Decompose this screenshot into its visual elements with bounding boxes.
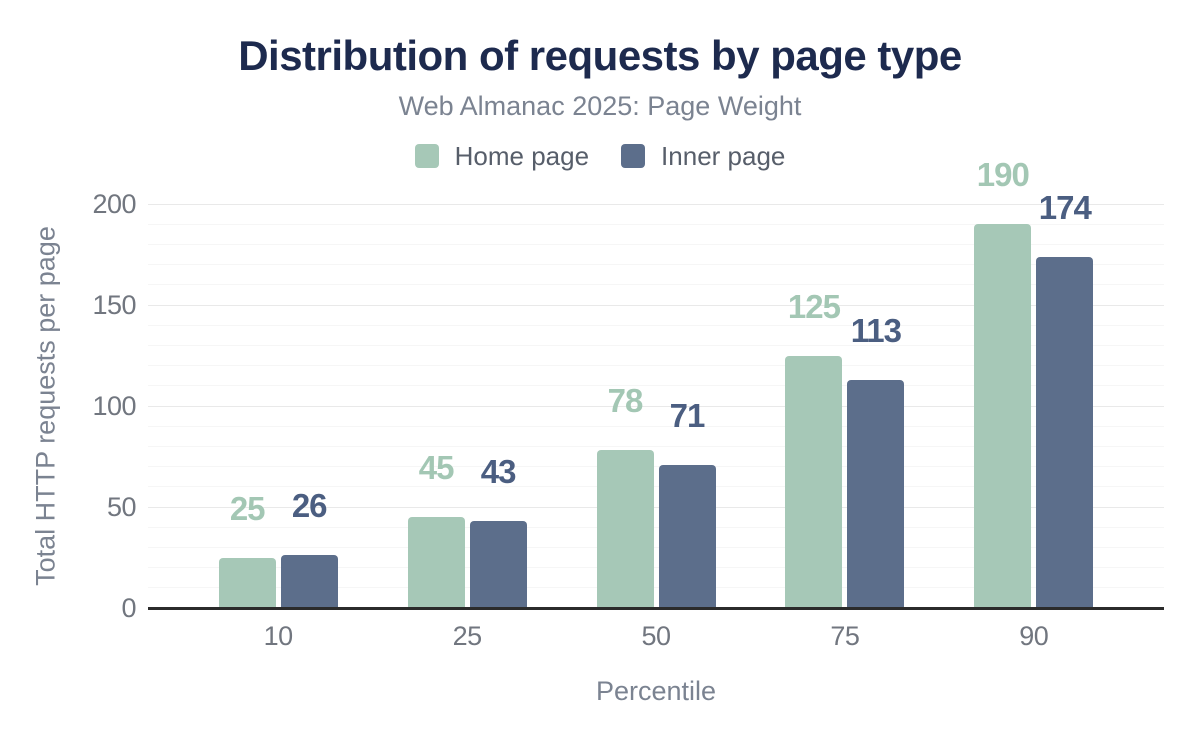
gridline-minor xyxy=(148,466,1164,468)
gridline-minor xyxy=(148,425,1164,427)
y-tick-label: 50 xyxy=(106,492,137,522)
y-tick-label: 200 xyxy=(92,189,136,219)
bar-home-page-p50[interactable] xyxy=(596,450,654,608)
bar-value-label: 190 xyxy=(976,156,1030,194)
gridline-major xyxy=(148,304,1164,306)
bar-inner-page-p75[interactable] xyxy=(847,379,905,608)
legend: Home page Inner page xyxy=(0,141,1200,171)
bar-home-page-p75[interactable] xyxy=(785,355,843,608)
legend-swatch-inner-page xyxy=(621,144,646,168)
x-tick-label: 10 xyxy=(263,621,294,651)
gridline-major xyxy=(148,203,1164,205)
gridline-minor xyxy=(148,223,1164,225)
gridline-major xyxy=(148,506,1164,508)
gridline-major xyxy=(148,405,1164,407)
bar-home-page-p90[interactable] xyxy=(974,224,1032,608)
x-axis-ticks: 10 25 50 75 90 xyxy=(148,620,1164,652)
gridline-minor xyxy=(148,324,1164,326)
gridline-minor xyxy=(148,385,1164,387)
legend-label: Home page xyxy=(454,140,590,171)
x-axis-title: Percentile xyxy=(595,676,717,706)
bar-value-label: 125 xyxy=(787,287,841,325)
bar-value-label: 26 xyxy=(291,487,328,525)
y-tick-label: 100 xyxy=(92,391,136,421)
gridline-minor xyxy=(148,344,1164,346)
gridline-minor xyxy=(148,526,1164,528)
x-axis-line xyxy=(148,607,1164,610)
gridline-minor xyxy=(148,365,1164,367)
bar-home-page-p10[interactable] xyxy=(218,557,276,608)
bar-value-label: 71 xyxy=(669,396,706,434)
x-tick-label: 25 xyxy=(452,621,483,651)
gridline-minor xyxy=(148,587,1164,589)
x-tick-label: 50 xyxy=(641,621,671,651)
gridline-minor xyxy=(148,486,1164,488)
gridline-minor xyxy=(148,567,1164,569)
legend-item-inner-page[interactable]: Inner page xyxy=(621,141,785,172)
gridline-minor xyxy=(148,264,1164,266)
legend-item-home-page[interactable]: Home page xyxy=(414,140,590,172)
x-tick-label: 90 xyxy=(1019,621,1049,651)
y-tick-label: 150 xyxy=(92,290,136,320)
bar-value-label: 78 xyxy=(607,382,644,420)
y-axis-ticks: 0 50 100 150 200 xyxy=(0,189,137,623)
gridline-minor xyxy=(148,546,1164,548)
bar-value-label: 113 xyxy=(850,311,902,349)
gridline-minor xyxy=(148,243,1164,245)
y-tick-label: 0 xyxy=(121,593,136,623)
bar-inner-page-p10[interactable] xyxy=(280,555,338,608)
legend-swatch-home-page xyxy=(414,144,439,168)
x-tick-label: 75 xyxy=(830,621,860,651)
chart-subtitle: Web Almanac 2025: Page Weight xyxy=(398,91,802,121)
bar-value-label: 25 xyxy=(229,489,266,527)
bar-value-label: 45 xyxy=(418,449,455,487)
plot-area: 25 26 45 43 78 71 125 113 190 174 xyxy=(148,158,1164,610)
bar-inner-page-p90[interactable] xyxy=(1036,256,1094,608)
legend-label: Inner page xyxy=(661,140,786,171)
bar-value-label: 174 xyxy=(1038,188,1092,226)
bar-home-page-p25[interactable] xyxy=(407,517,465,608)
chart-title: Distribution of requests by page type xyxy=(238,32,962,79)
bar-value-label: 43 xyxy=(480,453,517,491)
gridline-minor xyxy=(148,284,1164,286)
gridline-minor xyxy=(148,445,1164,447)
bar-inner-page-p25[interactable] xyxy=(469,521,527,608)
bar-inner-page-p50[interactable] xyxy=(658,464,716,608)
